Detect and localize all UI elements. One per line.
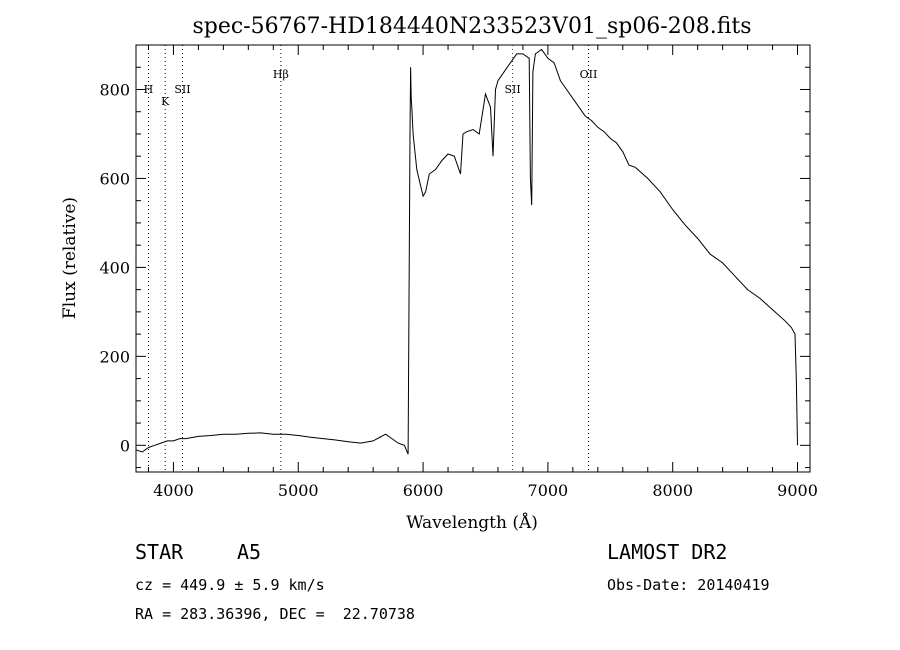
marker-label-3: Hβ <box>273 68 289 81</box>
marker-label-1: K <box>161 95 170 108</box>
x-tick-label-5: 9000 <box>777 481 818 500</box>
plot-frame <box>135 44 811 473</box>
y-tick-label-3: 600 <box>99 169 130 188</box>
x-tick-label-3: 7000 <box>528 481 569 500</box>
line-markers: HK SII Hβ SII OII <box>144 45 598 472</box>
object-class: STAR <box>135 540 184 564</box>
marker-label-2: SII <box>174 83 190 96</box>
y-tick-label-4: 800 <box>99 80 130 99</box>
x-tick-label-2: 6000 <box>403 481 444 500</box>
y-axis-label: Flux (relative) <box>60 197 80 319</box>
object-subclass: A5 <box>237 540 262 564</box>
x-tick-label-0: 4000 <box>153 481 194 500</box>
redshift-text: cz = 449.9 ± 5.9 km/s <box>135 576 325 594</box>
marker-label-4: SII <box>504 83 520 96</box>
observation-date: Obs-Date: 20140419 <box>607 576 770 594</box>
y-tick-label-2: 400 <box>99 258 130 277</box>
y-tick-label-1: 200 <box>99 347 130 366</box>
x-tick-label-1: 5000 <box>278 481 319 500</box>
x-tick-label-4: 8000 <box>652 481 693 500</box>
axis-ticks: 4000 5000 6000 7000 8000 9000 0 200 400 600 800 <box>99 44 818 500</box>
chart-title: spec-56767-HD184440N233523V01_sp06-208.f… <box>192 14 751 39</box>
survey-name: LAMOST DR2 <box>607 540 728 564</box>
coordinates-text: RA = 283.36396, DEC = 22.70738 <box>135 605 415 623</box>
spectrum-line <box>135 48 798 455</box>
marker-label-5: OII <box>580 68 598 81</box>
marker-label-0: H <box>144 83 154 96</box>
y-tick-label-0: 0 <box>120 436 130 455</box>
x-axis-label: Wavelength (Å) <box>406 512 538 533</box>
